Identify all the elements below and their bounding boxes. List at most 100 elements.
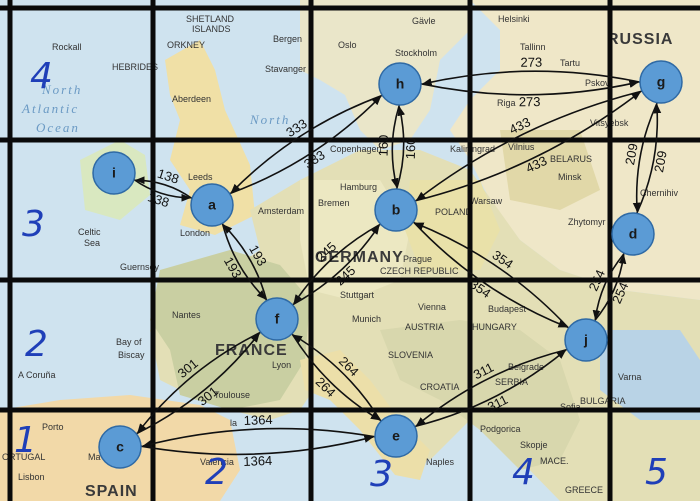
map-label-varna: Varna xyxy=(618,372,641,382)
edge-label-e-c: 1364 xyxy=(243,412,272,428)
map-label-hungary: HUNGARY xyxy=(472,322,517,332)
map-label-slovenia: SLOVENIA xyxy=(388,350,433,360)
edge-e-j xyxy=(414,349,567,428)
node-label-e: e xyxy=(392,428,400,444)
edge-c-e xyxy=(140,435,374,456)
map-label-germany: GERMANY xyxy=(315,249,404,266)
map-label-bay-of: Bay of xyxy=(116,337,142,347)
map-label-london: London xyxy=(180,228,210,238)
sea-black xyxy=(600,330,700,420)
map-label-copenhagen: Copenhagen xyxy=(330,144,382,154)
edge-label-h-b: 160 xyxy=(375,134,391,156)
map-label-ortugal: ORTUGAL xyxy=(2,452,45,462)
column-number-3: 3 xyxy=(370,454,393,495)
map-label-croatia: CROATIA xyxy=(420,382,459,392)
map-label-tallinn: Tallinn xyxy=(520,42,546,52)
node-circle-e xyxy=(374,414,418,458)
map-label-warsaw: Warsaw xyxy=(470,196,503,206)
node-d: d xyxy=(611,212,655,256)
edge-h-a xyxy=(230,94,383,194)
map-label-spain: SPAIN xyxy=(85,483,138,500)
edge-label-d-g: 209 xyxy=(651,149,670,173)
map-label-la: la xyxy=(230,418,237,428)
land-france xyxy=(150,250,310,410)
map-label-stockholm: Stockholm xyxy=(395,48,437,58)
map-label-serbia: SERBIA xyxy=(495,377,528,387)
map-label-czech: CZECH REPUBLIC xyxy=(380,266,459,276)
node-circle-d xyxy=(611,212,655,256)
map-label-ocean: Ocean xyxy=(36,120,80,135)
grid-numbers: 4 3 2 1 2 3 4 5 xyxy=(14,56,668,495)
node-label-h: h xyxy=(396,76,405,92)
map-label-oslo: Oslo xyxy=(338,40,357,50)
map-label-atlantic: Atlantic xyxy=(21,101,79,116)
map-label-hamburg: Hamburg xyxy=(340,182,377,192)
node-j: j xyxy=(564,318,608,362)
map-label-north: North xyxy=(41,82,82,97)
node-circle-b xyxy=(374,188,418,232)
map-label-bremen: Bremen xyxy=(318,198,350,208)
map-label-amsterdam: Amsterdam xyxy=(258,206,304,216)
node-circle-j xyxy=(564,318,608,362)
edge-label-i-a: 138 xyxy=(146,189,171,210)
map-label-sea: Sea xyxy=(84,238,100,248)
map-label-kaliningrad: Kaliningrad xyxy=(450,144,495,154)
map-label-guernsey: Guernsey xyxy=(120,262,160,272)
node-g: g xyxy=(639,60,683,104)
node-circle-a xyxy=(190,183,234,227)
map-label-chernihiv: Chernihiv xyxy=(640,188,679,198)
map-labels: RUSSIA FRANCE GERMANY SPAIN POLAND BELAR… xyxy=(2,14,679,500)
map-label-north-sea: North xyxy=(249,112,290,127)
edge-f-e xyxy=(291,333,381,421)
row-number-2: 2 xyxy=(25,324,48,365)
node-label-c: c xyxy=(116,439,124,455)
map-label-lisbon: Lisbon xyxy=(18,472,45,482)
edge-g-h xyxy=(422,70,641,86)
node-e: e xyxy=(374,414,418,458)
node-circle-c xyxy=(98,425,142,469)
node-c: c xyxy=(98,425,142,469)
column-number-2: 2 xyxy=(205,452,228,493)
edge-i-a xyxy=(133,178,192,202)
edge-label-c-e: 1364 xyxy=(243,453,272,469)
map-label-greece: GREECE xyxy=(565,485,603,495)
node-h: h xyxy=(378,62,422,106)
map-label-mace: MACE. xyxy=(540,456,569,466)
map-label-podgorica: Podgorica xyxy=(480,424,521,434)
edge-h-b xyxy=(390,104,401,188)
map-label-shetland: SHETLAND xyxy=(186,14,235,24)
map-label-stavanger: Stavanger xyxy=(265,64,306,74)
map-label-tartu: Tartu xyxy=(560,58,580,68)
map-label-nantes: Nantes xyxy=(172,310,201,320)
map-label-belarus: BELARUS xyxy=(550,154,592,164)
map-label-leeds: Leeds xyxy=(188,172,213,182)
map-label-belgrade: Belgrade xyxy=(508,362,544,372)
map-label-naples: Naples xyxy=(426,457,455,467)
map-label-poland: POLAND xyxy=(435,207,473,217)
edge-g-b xyxy=(415,90,643,201)
edge-e-f xyxy=(292,334,382,422)
edge-b-j xyxy=(412,221,568,328)
map-label-munich: Munich xyxy=(352,314,381,324)
edge-c-f xyxy=(135,332,260,435)
map-label-riga: Riga xyxy=(497,98,516,108)
node-label-f: f xyxy=(275,311,280,327)
node-circle-h xyxy=(378,62,422,106)
row-number-3: 3 xyxy=(22,204,45,245)
edge-label-h-g: 273 xyxy=(519,94,541,109)
land-poland xyxy=(405,180,500,270)
edge-label-a-i: 138 xyxy=(156,166,181,187)
node-f: f xyxy=(255,297,299,341)
land-balkans xyxy=(380,320,580,470)
map-label-celtic: Celtic xyxy=(78,227,101,237)
map-label-budapest: Budapest xyxy=(488,304,527,314)
edge-a-h xyxy=(229,95,382,195)
map-label-islands: ISLANDS xyxy=(192,24,231,34)
map-label-france: FRANCE xyxy=(215,342,288,359)
edge-h-g xyxy=(420,80,639,96)
edge-label-g-h: 273 xyxy=(520,55,542,70)
map-label-pskov: Pskov xyxy=(585,78,610,88)
node-b: b xyxy=(374,188,418,232)
edge-b-f xyxy=(293,223,381,305)
